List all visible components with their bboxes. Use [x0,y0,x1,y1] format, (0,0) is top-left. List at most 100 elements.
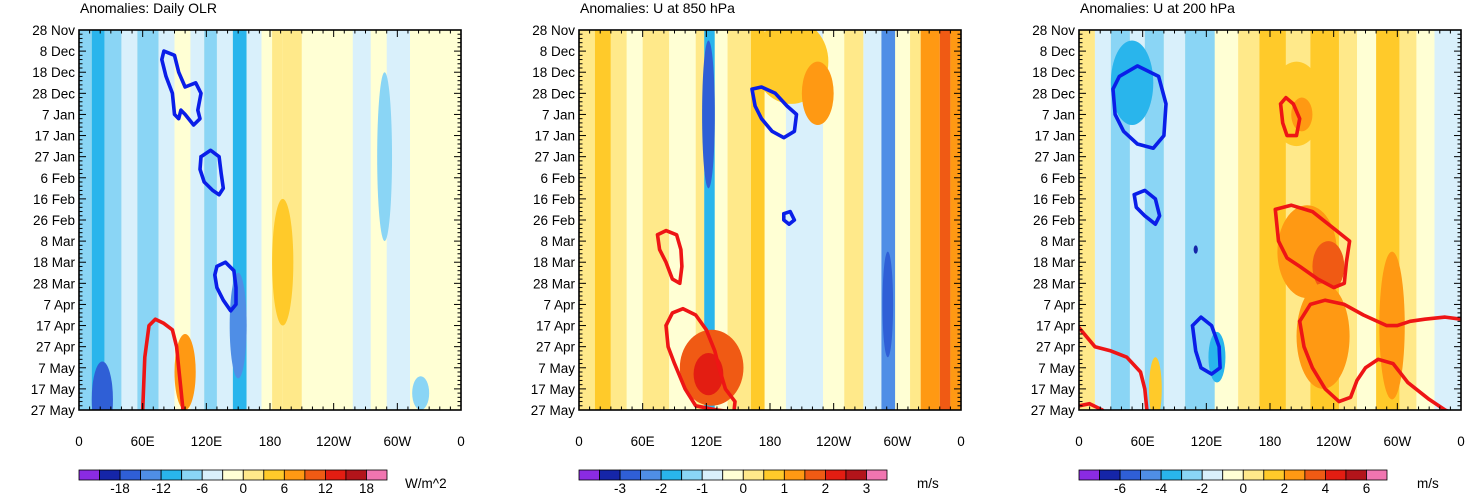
band-3 [626,30,643,410]
blob-6 [1291,97,1313,132]
band-18 [910,30,921,410]
colorbar-swatch [1263,469,1285,481]
negative-contour-2 [213,260,238,313]
blob-4 [377,72,393,242]
colorbar-swatch [222,469,244,481]
colorbar-label: 6 [281,481,289,495]
x-tick-label: 180 [759,434,782,449]
y-tick-label: 28 Mar [33,276,76,291]
colorbar-swatch [722,469,744,481]
band-8 [714,30,728,410]
y-tick-label: 27 May [1031,403,1076,418]
y-tick-label: 27 Jan [534,150,575,165]
y-tick-label: 16 Feb [33,192,75,207]
band-15 [301,30,329,410]
colorbar-swatch [283,469,306,481]
band-11 [764,30,786,410]
band-20 [939,30,951,410]
y-tick-label: 18 Dec [532,65,575,80]
x-tick-label: 60W [383,434,411,449]
y-tick-label: 7 May [1038,361,1075,376]
positive-contour-8 [1079,401,1105,410]
colorbar-label: -2 [655,481,667,495]
band-2 [610,30,627,410]
y-tick-label: 27 May [31,403,76,418]
negative-contour-0 [160,49,203,127]
colorbar-swatch [1078,469,1100,481]
blob-5 [882,251,894,358]
y-tick-label: 6 Feb [540,171,575,186]
band-2 [104,30,122,410]
y-tick-label: 27 Apr [536,340,576,355]
blob-0 [1110,40,1154,125]
colorbar-swatch [119,469,142,481]
colorbar-label: 18 [359,481,374,495]
band-8 [204,30,217,410]
positive-contour-7 [1079,325,1150,410]
colorbar-swatch [304,469,326,481]
colorbar-label: 1 [781,481,789,495]
y-tick-label: 7 Apr [1043,297,1075,312]
colorbar-swatch [201,469,224,481]
colorbar-swatch [160,469,183,481]
colorbar-swatch [1366,469,1388,481]
colorbar-label: 2 [822,481,830,495]
colorbar [1078,469,1388,481]
x-tick-label: 0 [457,434,465,449]
band-5 [1163,30,1186,410]
y-tick-label: 26 Feb [33,213,75,228]
colorbar-swatch [1099,469,1121,481]
colorbar-swatch [742,469,765,481]
y-tick-label: 17 Apr [1036,319,1076,334]
band-13 [1357,30,1377,410]
colorbar-swatch [1140,469,1162,481]
x-tick-label: 60E [1131,434,1155,449]
colorbar-swatch [366,469,388,481]
y-tick-label: 18 Mar [533,255,576,270]
colorbar-swatch [78,469,100,481]
colorbar-swatch [263,469,285,481]
y-tick-label: 17 Jan [534,129,575,144]
blob-9 [1149,357,1162,410]
y-tick-label: 18 Dec [1032,65,1075,80]
colorbar-swatch [1283,469,1306,481]
colorbar-swatch [140,469,162,481]
negative-contour-1 [1132,188,1162,226]
colorbar-swatch [324,469,347,481]
colorbar-swatch [345,469,367,481]
colorbar-swatch [640,469,662,481]
y-tick-label: 8 Dec [540,44,576,59]
positive-contour-3 [140,317,185,410]
colorbar-swatch [1119,469,1141,481]
positive-contour-2 [655,228,684,286]
colorbar-label: -12 [151,481,171,495]
band-9 [216,30,233,410]
colorbar-label: -3 [614,481,626,495]
band-3 [1129,30,1145,410]
band-4 [1144,30,1164,410]
blob-4 [801,61,834,125]
x-tick-label: 180 [1259,434,1282,449]
colorbar-swatch [1242,469,1265,481]
y-tick-label: 27 Jan [1034,150,1075,165]
y-tick-label: 28 Nov [1032,23,1075,38]
band-10 [750,30,765,410]
colorbar-swatch [660,469,683,481]
y-tick-label: 7 May [538,361,575,376]
x-tick-label: 180 [259,434,282,449]
panel-title: Anomalies: U at 200 hPa [1080,0,1235,16]
colorbar-swatch [681,469,703,481]
y-tick-label: 17 May [31,382,76,397]
y-tick-label: 27 Apr [36,340,76,355]
colorbar-label: -6 [196,481,208,495]
y-tick-label: 27 Jan [34,150,75,165]
colorbar-label: -4 [1155,481,1167,495]
y-tick-label: 8 Mar [1040,234,1075,249]
band-19 [920,30,940,410]
x-tick-label: 0 [1457,434,1465,449]
y-tick-label: 28 Dec [32,86,75,101]
colorbar-swatch [866,469,888,481]
y-tick-label: 17 May [1031,382,1076,397]
blob-8 [1193,245,1198,254]
